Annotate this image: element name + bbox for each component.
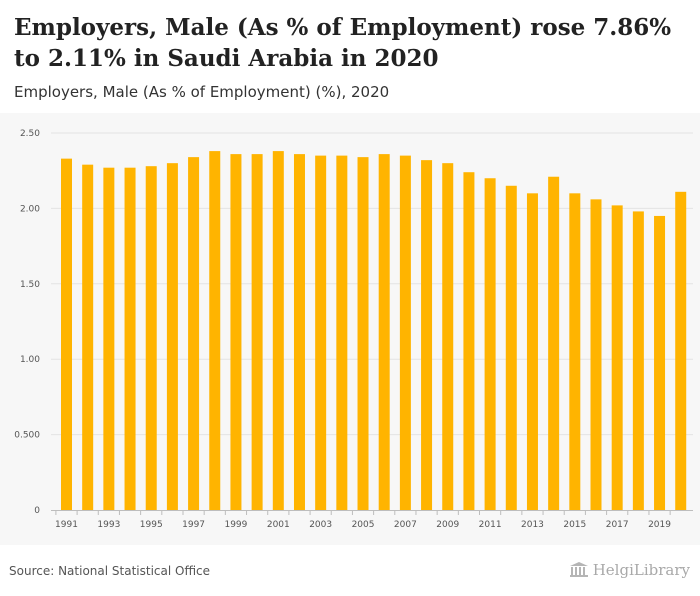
bar-2014[interactable]	[548, 176, 560, 510]
bar-2013[interactable]	[526, 193, 538, 510]
bar-2016[interactable]	[590, 199, 602, 510]
chart-area: 0 0.500 1.00 1.50 2.00 2.50 1991 1993 1995 1997 19…	[0, 113, 700, 545]
bar-2007[interactable]	[399, 155, 411, 510]
bar-1993[interactable]	[103, 167, 115, 510]
bar-2004[interactable]	[336, 155, 348, 510]
bar-1991[interactable]	[61, 158, 72, 511]
x-tick-label: 2011	[479, 520, 502, 530]
bar-1996[interactable]	[166, 163, 178, 510]
bar-2009[interactable]	[442, 163, 454, 510]
bar-2008[interactable]	[421, 160, 433, 511]
library-building-icon	[569, 562, 588, 577]
bar-chart: 0 0.500 1.00 1.50 2.00 2.50 1991 1993 1995 1997 19…	[14, 129, 693, 530]
bar-2015[interactable]	[569, 193, 581, 510]
chart-subtitle: Employers, Male (As % of Employment) (%)…	[14, 83, 390, 101]
logo-text: HelgiLibrary	[592, 561, 690, 579]
bar-2006[interactable]	[378, 154, 390, 510]
x-tick-label: 2015	[563, 520, 586, 530]
x-tick-label: 2007	[394, 520, 417, 530]
bar-1997[interactable]	[188, 157, 200, 510]
y-tick-label: 1.00	[20, 355, 40, 365]
x-tick-label: 2019	[648, 520, 671, 530]
bar-2012[interactable]	[505, 185, 517, 510]
bar-2001[interactable]	[272, 151, 284, 510]
bar-2017[interactable]	[611, 205, 623, 510]
bar-2018[interactable]	[632, 211, 644, 510]
x-tick-label: 2009	[436, 520, 459, 530]
y-tick-label: 0	[34, 506, 40, 516]
bar-1998[interactable]	[209, 151, 221, 510]
bar-1994[interactable]	[124, 167, 136, 510]
bar-2003[interactable]	[315, 155, 327, 510]
x-tick-label: 1993	[97, 520, 120, 530]
x-tick-label: 2013	[521, 520, 544, 530]
x-tick-label: 1999	[224, 520, 247, 530]
bar-1995[interactable]	[145, 166, 157, 510]
y-tick-label: 0.500	[14, 431, 40, 441]
chart-footer: Source: National Statistical Office Helg…	[0, 545, 700, 596]
x-tick-label: 2017	[606, 520, 629, 530]
x-tick-label: 1997	[182, 520, 205, 530]
y-tick-label: 1.50	[20, 280, 40, 290]
x-tick-label: 2005	[352, 520, 375, 530]
x-tick-label: 2003	[309, 520, 332, 530]
x-tick-label: 1991	[55, 520, 78, 530]
bar-1999[interactable]	[230, 154, 242, 510]
bar-2010[interactable]	[463, 172, 475, 510]
page-title: Employers, Male (As % of Employment) ros…	[14, 14, 672, 72]
bar-2000[interactable]	[251, 154, 263, 510]
y-tick-label: 2.50	[20, 129, 40, 139]
bar-2002[interactable]	[293, 154, 305, 510]
helgilibrary-logo[interactable]: HelgiLibrary	[569, 561, 690, 579]
source-note: Source: National Statistical Office	[9, 564, 211, 578]
bar-1992[interactable]	[82, 164, 94, 510]
bar-2011[interactable]	[484, 178, 496, 510]
x-tick-label: 2001	[267, 520, 290, 530]
chart-header: Employers, Male (As % of Employment) ros…	[0, 0, 700, 113]
bar-2019[interactable]	[654, 215, 666, 510]
bar-2020[interactable]	[675, 191, 687, 510]
bar-2005[interactable]	[357, 157, 369, 510]
x-tick-label: 1995	[140, 520, 163, 530]
y-tick-label: 2.00	[20, 204, 40, 214]
